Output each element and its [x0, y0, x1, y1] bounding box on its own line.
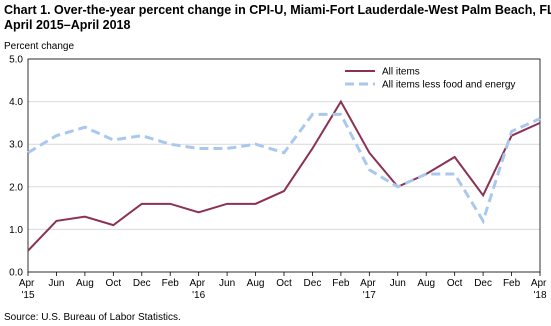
x-tick-label: Jun	[48, 278, 64, 289]
x-tick-label: Jun	[390, 278, 406, 289]
x-tick-label: Aug	[247, 278, 265, 289]
x-tick-label: Oct	[276, 278, 292, 289]
legend-label: All items less food and energy	[382, 80, 515, 91]
plot-frame	[27, 58, 541, 273]
x-tick-label: Apr '16	[189, 278, 207, 301]
x-tick-label: Oct	[106, 278, 122, 289]
chart-title: Chart 1. Over-the-year percent change in…	[4, 3, 551, 32]
x-tick-label: Dec	[133, 278, 151, 289]
legend-label: All items	[382, 67, 420, 78]
x-tick-label: Dec	[304, 278, 322, 289]
x-tick-label: Dec	[474, 278, 492, 289]
x-tick-label: Apr '18	[531, 278, 549, 301]
x-tick-label: Apr '17	[360, 278, 378, 301]
x-tick-label: Feb	[162, 278, 180, 289]
y-tick-label: 4.0	[9, 97, 23, 108]
series-line	[27, 112, 541, 225]
series-line	[27, 99, 541, 252]
y-tick-label: 0.0	[9, 268, 23, 279]
y-tick-label: 2.0	[9, 182, 23, 193]
y-tick-label: 5.0	[9, 55, 23, 66]
x-tick-label: Jun	[219, 278, 235, 289]
y-axis-label: Percent change	[4, 41, 74, 52]
source: Source: U.S. Bureau of Labor Statistics.	[4, 312, 181, 323]
x-tick-label: Apr '15	[19, 278, 37, 301]
x-tick-label: Feb	[503, 278, 521, 289]
y-tick-label: 1.0	[9, 225, 23, 236]
y-tick-label: 3.0	[9, 140, 23, 151]
x-tick-label: Aug	[417, 278, 435, 289]
x-tick-label: Oct	[447, 278, 463, 289]
x-tick-label: Feb	[332, 278, 350, 289]
x-tick-label: Aug	[76, 278, 94, 289]
